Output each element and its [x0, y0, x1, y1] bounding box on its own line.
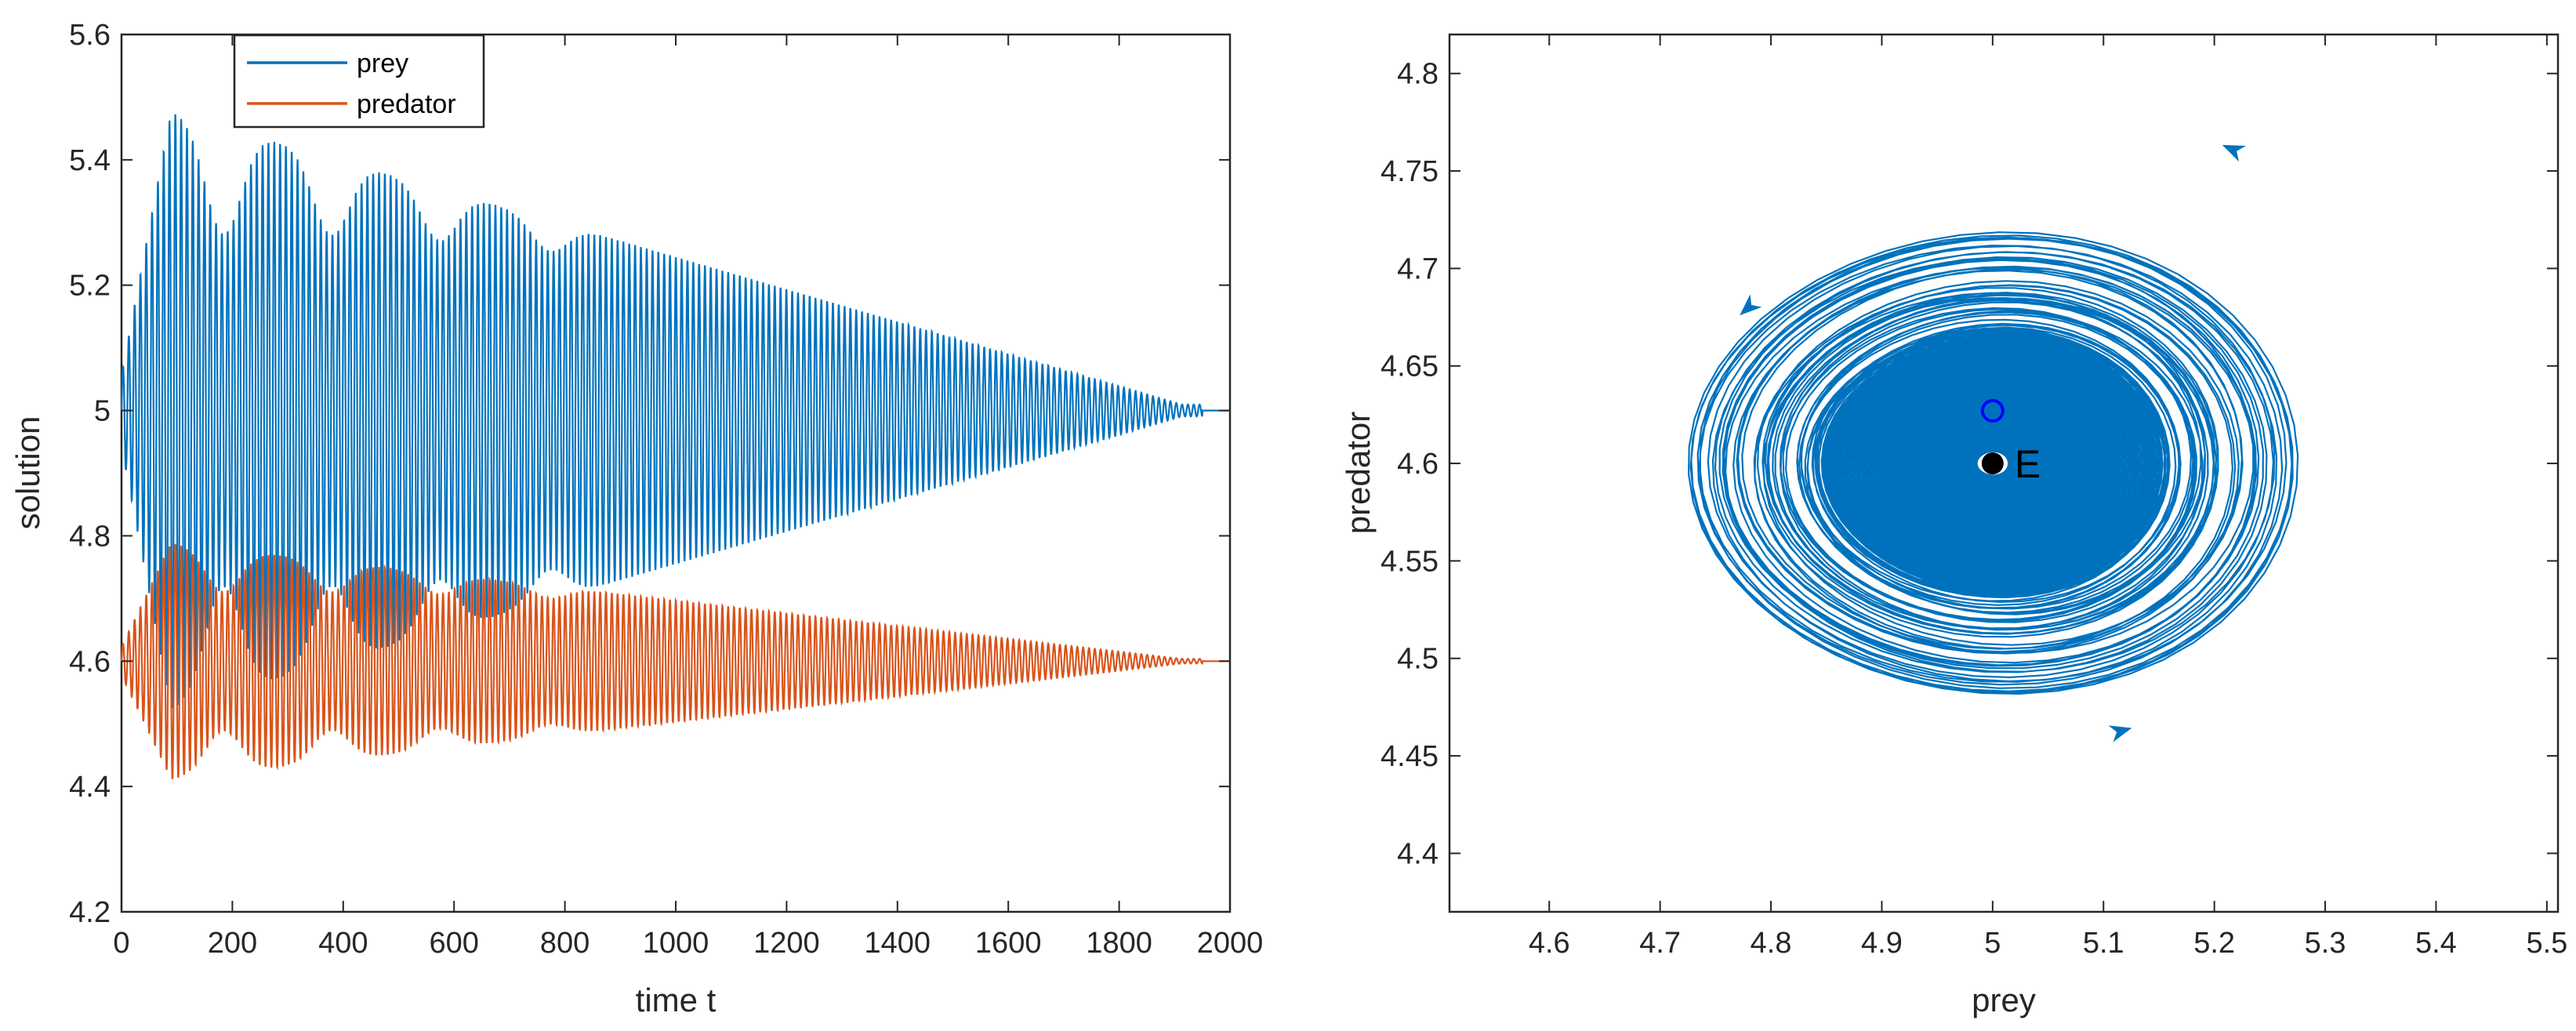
x-tick-label: 0: [113, 927, 129, 960]
x-tick-label: 4.9: [1861, 927, 1903, 960]
x-axis-label-phase: prey: [1972, 982, 2036, 1018]
x-axis-label: time t: [636, 982, 717, 1018]
y-tick-label: 4.65: [1381, 350, 1439, 383]
x-tick-label: 1200: [753, 927, 820, 960]
x-tick-label: 800: [540, 927, 590, 960]
phase-portrait-chart: 4.6 4.7 4.8 4.9 5 5.1 5.2 5.3 5.4 5.5 4.4 4.45 4.5 4.…: [1340, 33, 2567, 1018]
phase-portrait-lines: [1687, 144, 2299, 742]
x-tick-label: 1600: [975, 927, 1042, 960]
y-tick-label: 4.2: [69, 896, 111, 929]
time-series-ticks: 0 200 400 600 800 1000 1200 1400 1600 1800 2000 4.2…: [69, 19, 1263, 960]
y-tick-label: 4.75: [1381, 155, 1439, 188]
series-line-predator: [120, 543, 1230, 780]
y-tick-label: 5.6: [69, 19, 111, 52]
time-series-chart: 0 200 400 600 800 1000 1200 1400 1600 1800 2000 4.2…: [9, 19, 1263, 1018]
x-tick-label: 600: [429, 927, 478, 960]
y-tick-label: 4.8: [1397, 58, 1439, 91]
x-tick-label: 200: [208, 927, 257, 960]
equilibrium-label: E: [2015, 442, 2041, 486]
direction-arrow: [2222, 144, 2246, 162]
x-tick-label: 5.5: [2526, 927, 2567, 960]
x-tick-label: 2000: [1197, 927, 1264, 960]
y-tick-label: 5.2: [69, 270, 111, 303]
legend-label-prey: prey: [357, 49, 408, 78]
y-tick-label: 4.8: [69, 520, 111, 553]
x-tick-label: 4.6: [1529, 927, 1570, 960]
series-line-prey: [120, 114, 1230, 709]
phase-trajectory: [1687, 231, 2299, 695]
x-tick-label: 5.3: [2305, 927, 2346, 960]
y-axis-label: solution: [9, 416, 46, 530]
legend-label-predator: predator: [357, 89, 456, 119]
x-tick-label: 4.8: [1751, 927, 1792, 960]
x-tick-label: 1800: [1086, 927, 1152, 960]
x-tick-label: 5.4: [2415, 927, 2457, 960]
y-tick-label: 5.4: [69, 144, 111, 177]
x-tick-label: 5.2: [2193, 927, 2235, 960]
time-series-axes-box: [120, 33, 1232, 913]
x-tick-label: 400: [318, 927, 368, 960]
x-tick-label: 5.1: [2083, 927, 2124, 960]
y-tick-label: 4.6: [1397, 448, 1439, 481]
y-tick-label: 4.55: [1381, 545, 1439, 578]
direction-arrow: [2108, 725, 2132, 742]
y-tick-label: 5: [94, 395, 111, 428]
y-axis-label-phase: predator: [1340, 412, 1377, 534]
equilibrium-point-marker: [1981, 452, 2004, 475]
x-tick-label: 5: [1984, 927, 2001, 960]
direction-arrow: [1740, 294, 1762, 316]
legend-box: [233, 34, 485, 129]
phase-portrait-ticks: 4.6 4.7 4.8 4.9 5 5.1 5.2 5.3 5.4 5.5 4.4 4.45 4.5 4.…: [1381, 34, 2567, 960]
time-series-lines: [120, 114, 1230, 780]
x-tick-label: 1000: [643, 927, 709, 960]
y-tick-label: 4.6: [69, 645, 111, 678]
y-tick-label: 4.4: [69, 771, 111, 804]
y-tick-label: 4.5: [1397, 643, 1439, 676]
legend: prey predator: [233, 34, 485, 129]
start-point-marker: [1980, 398, 2005, 423]
x-tick-label: 4.7: [1639, 927, 1681, 960]
y-tick-label: 4.7: [1397, 252, 1439, 285]
y-tick-label: 4.45: [1381, 740, 1439, 773]
y-tick-label: 4.4: [1397, 837, 1439, 870]
x-tick-label: 1400: [865, 927, 931, 960]
